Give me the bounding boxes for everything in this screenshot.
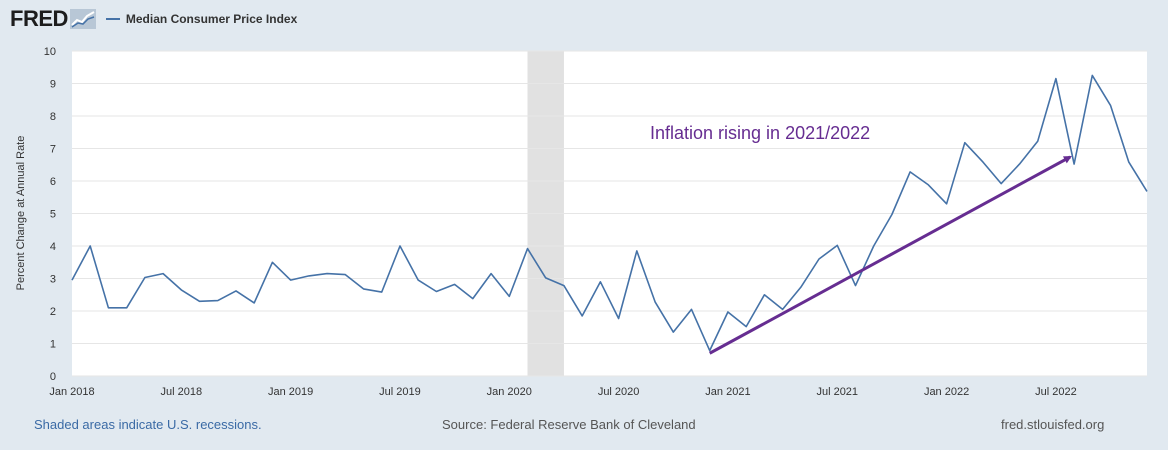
y-tick-label: 9: [50, 79, 56, 91]
line-chart: 0 1 2 3 4 5 6 7 8 9 10 Jan 2018 Jul 2018 Jan 2019 Jul…: [15, 46, 1148, 398]
x-axis: Jan 2018 Jul 2018 Jan 2019 Jul 2019 Jan 2020…: [49, 386, 1076, 398]
source-note: Source: Federal Reserve Bank of Clevelan…: [442, 417, 696, 432]
y-tick-label: 2: [50, 306, 56, 318]
y-tick-label: 8: [50, 111, 56, 123]
y-tick-label: 3: [50, 274, 56, 286]
x-tick-label: Jul 2018: [161, 386, 203, 398]
x-tick-label: Jul 2022: [1035, 386, 1077, 398]
grid: [72, 50, 1147, 377]
fred-link[interactable]: fred.stlouisfed.org: [1001, 417, 1105, 432]
legend: Median Consumer Price Index: [105, 12, 298, 26]
y-tick-label: 1: [50, 339, 56, 351]
x-tick-label: Jan 2021: [705, 386, 750, 398]
y-tick-label: 5: [50, 209, 56, 221]
fred-graph-icon: [69, 9, 96, 29]
fred-logo-text: FRED: [10, 6, 68, 31]
x-tick-label: Jan 2022: [924, 386, 969, 398]
chart-header: FRED Median Consumer Price Index: [10, 6, 297, 32]
x-tick-label: Jan 2018: [49, 386, 94, 398]
series-line[interactable]: [71, 74, 1148, 352]
recession-note[interactable]: Shaded areas indicate U.S. recessions.: [34, 417, 262, 432]
y-tick-label: 7: [50, 144, 56, 156]
x-tick-label: Jan 2020: [487, 386, 532, 398]
y-tick-label: 6: [50, 176, 56, 188]
y-tick-label: 10: [44, 46, 56, 58]
annotation-text: Inflation rising in 2021/2022: [650, 123, 870, 143]
x-tick-label: Jul 2021: [816, 386, 858, 398]
legend-label: Median Consumer Price Index: [125, 12, 298, 26]
series: [71, 74, 1148, 352]
annotation-arrow: [708, 155, 1072, 355]
y-axis-label: Percent Change at Annual Rate: [15, 136, 27, 291]
annotations: Inflation rising in 2021/2022: [650, 123, 1072, 355]
x-tick-label: Jul 2020: [598, 386, 640, 398]
y-tick-label: 0: [50, 371, 56, 383]
x-tick-label: Jul 2019: [379, 386, 421, 398]
legend-swatch: [105, 18, 120, 20]
y-axis: 0 1 2 3 4 5 6 7 8 9 10: [44, 46, 56, 383]
fred-logo[interactable]: FRED: [10, 6, 96, 32]
x-tick-label: Jan 2019: [268, 386, 313, 398]
y-tick-label: 4: [50, 241, 56, 253]
